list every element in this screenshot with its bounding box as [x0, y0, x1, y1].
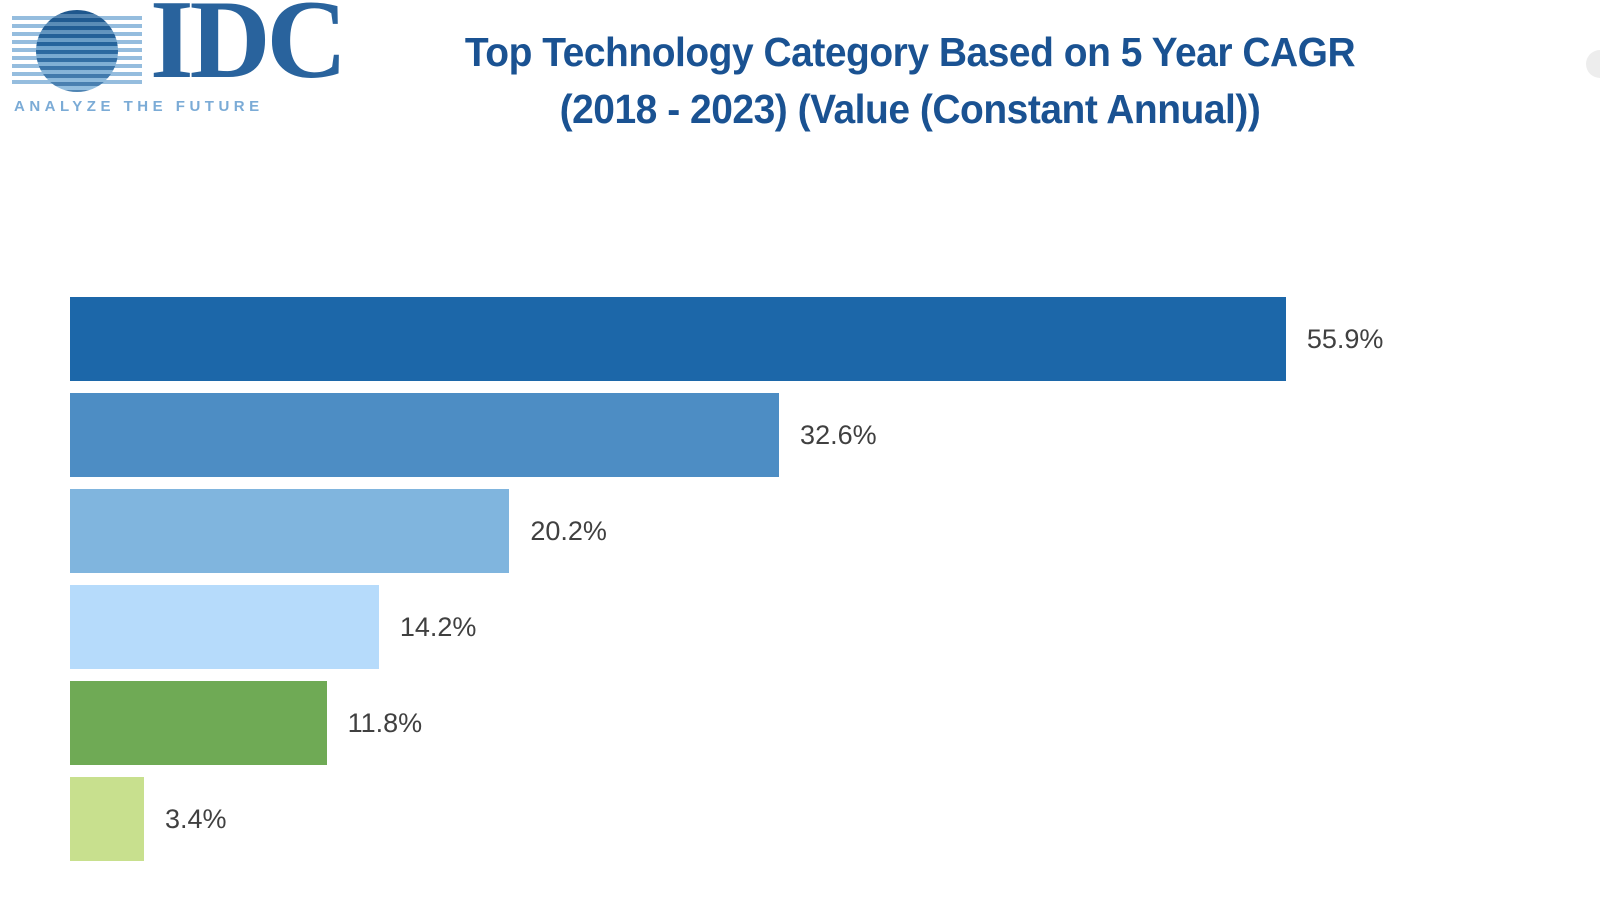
idc-globe-icon — [12, 10, 142, 92]
bar-value-label: 14.2% — [399, 611, 477, 642]
bar-value-label: 55.9% — [1306, 323, 1384, 354]
chart-title: Top Technology Category Based on 5 Year … — [350, 24, 1471, 138]
bar-value-label: 32.6% — [800, 419, 877, 450]
globe-circle — [36, 10, 118, 92]
bar — [70, 297, 1286, 381]
bar-value-label: 11.8% — [347, 707, 423, 738]
chart-title-line1: Top Technology Category Based on 5 Year … — [464, 29, 1356, 75]
bar — [70, 585, 379, 669]
bar — [70, 681, 327, 765]
bar — [70, 489, 510, 573]
logo-wordmark: IDC — [150, 0, 347, 102]
bar-row: 14.2% — [70, 585, 1375, 669]
bar-row: 55.9% — [70, 297, 1383, 381]
bar-row: 11.8% — [70, 681, 1375, 765]
logo-tagline: ANALYZE THE FUTURE — [14, 98, 264, 115]
bar-row: 32.6% — [70, 393, 1375, 477]
bar-value-label: 20.2% — [530, 515, 607, 546]
bar-plot: 55.9% 32.6% 20.2% 14.2% 11.8% 3.4% — [70, 297, 1383, 873]
bar — [70, 393, 780, 477]
chart-title-line2: (2018 - 2023) (Value (Constant Annual)) — [559, 86, 1261, 132]
bar-row: 3.4% — [70, 777, 1375, 861]
bar-value-label: 3.4% — [164, 803, 227, 834]
idc-logo: IDC ANALYZE THE FUTURE — [12, 0, 347, 126]
bar — [70, 777, 144, 861]
bar-row: 20.2% — [70, 489, 1375, 573]
edge-artifact-circle — [1586, 50, 1600, 78]
